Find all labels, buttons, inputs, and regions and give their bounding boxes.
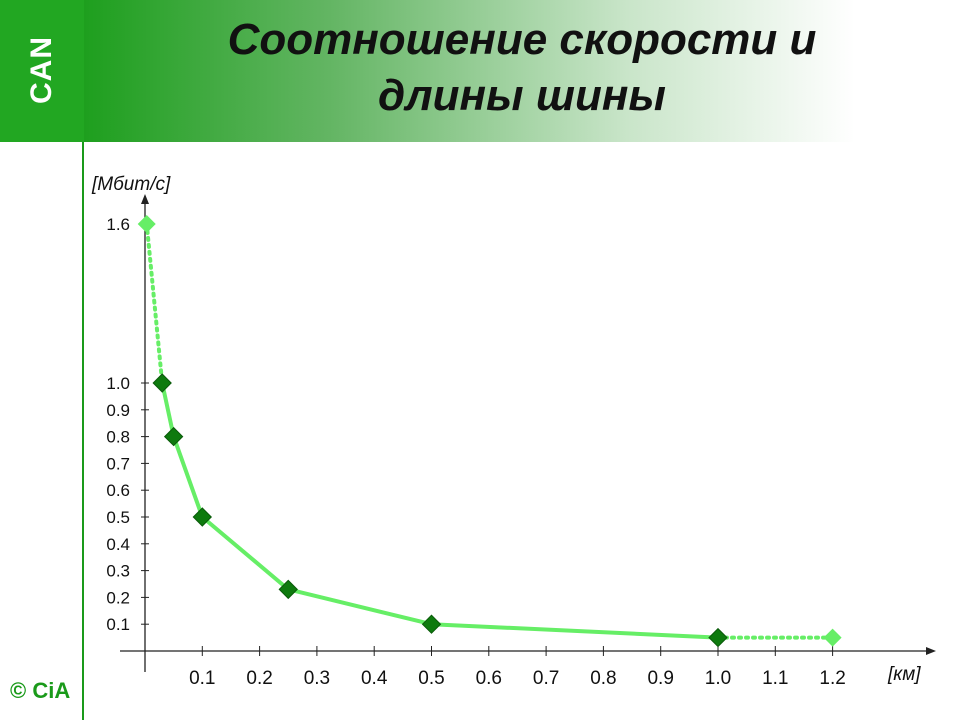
series-line-segment	[160, 381, 176, 439]
x-tick-label: 0.7	[533, 668, 559, 689]
y-axis-label: [Мбит/с]	[91, 174, 171, 195]
header-band	[84, 0, 960, 142]
series-line-segment	[144, 222, 165, 385]
x-tick-label: 0.3	[304, 668, 330, 689]
data-point	[421, 614, 442, 634]
y-tick-label: 0.1	[106, 615, 130, 634]
y-tick-label: 1.0	[106, 374, 130, 393]
y-tick-label: 0.5	[106, 508, 130, 527]
series-line-segment	[200, 515, 291, 592]
y-tick-label: 0.3	[106, 562, 130, 581]
x-tick-label: 1.0	[705, 668, 731, 689]
y-tick-label: 0.8	[106, 428, 130, 447]
x-tick-label: 0.6	[476, 668, 502, 689]
x-tick-label: 0.8	[590, 668, 616, 689]
x-axis-label: [км]	[887, 664, 921, 685]
data-point	[823, 628, 842, 647]
x-axis-arrow	[926, 647, 936, 655]
x-tick-label: 0.4	[361, 668, 388, 689]
can-logo: CAN	[0, 0, 84, 142]
series-line-segment	[286, 587, 434, 627]
data-point	[708, 627, 728, 648]
x-tick-label: 0.2	[246, 668, 272, 689]
data-point	[163, 426, 184, 447]
data-point	[137, 215, 156, 233]
y-axis-arrow	[141, 194, 149, 204]
series-line-segment	[429, 622, 720, 640]
y-tick-label: 1.6	[106, 215, 130, 234]
y-tick-label: 0.6	[106, 481, 130, 500]
data-point	[192, 507, 213, 527]
x-tick-label: 1.2	[819, 668, 845, 689]
x-tick-label: 0.9	[647, 668, 673, 689]
y-tick-label: 0.2	[106, 588, 130, 607]
data-point	[152, 373, 172, 393]
data-point	[278, 579, 298, 600]
y-tick-label: 0.4	[106, 535, 130, 554]
y-tick-label: 0.7	[106, 454, 130, 473]
x-tick-label: 0.1	[189, 668, 215, 689]
cia-copyright: © CiA	[10, 678, 71, 703]
series-line-segment	[171, 434, 205, 519]
x-tick-label: 1.1	[762, 668, 788, 689]
title-line-2: длины шины	[378, 71, 666, 120]
sidebar: CAN © CiA	[0, 0, 84, 720]
x-tick-label: 0.5	[418, 668, 444, 689]
y-tick-label: 0.9	[106, 401, 130, 420]
slide-title: Соотношение скорости и длины шины	[84, 12, 960, 124]
title-line-1: Соотношение скорости и	[227, 15, 817, 64]
